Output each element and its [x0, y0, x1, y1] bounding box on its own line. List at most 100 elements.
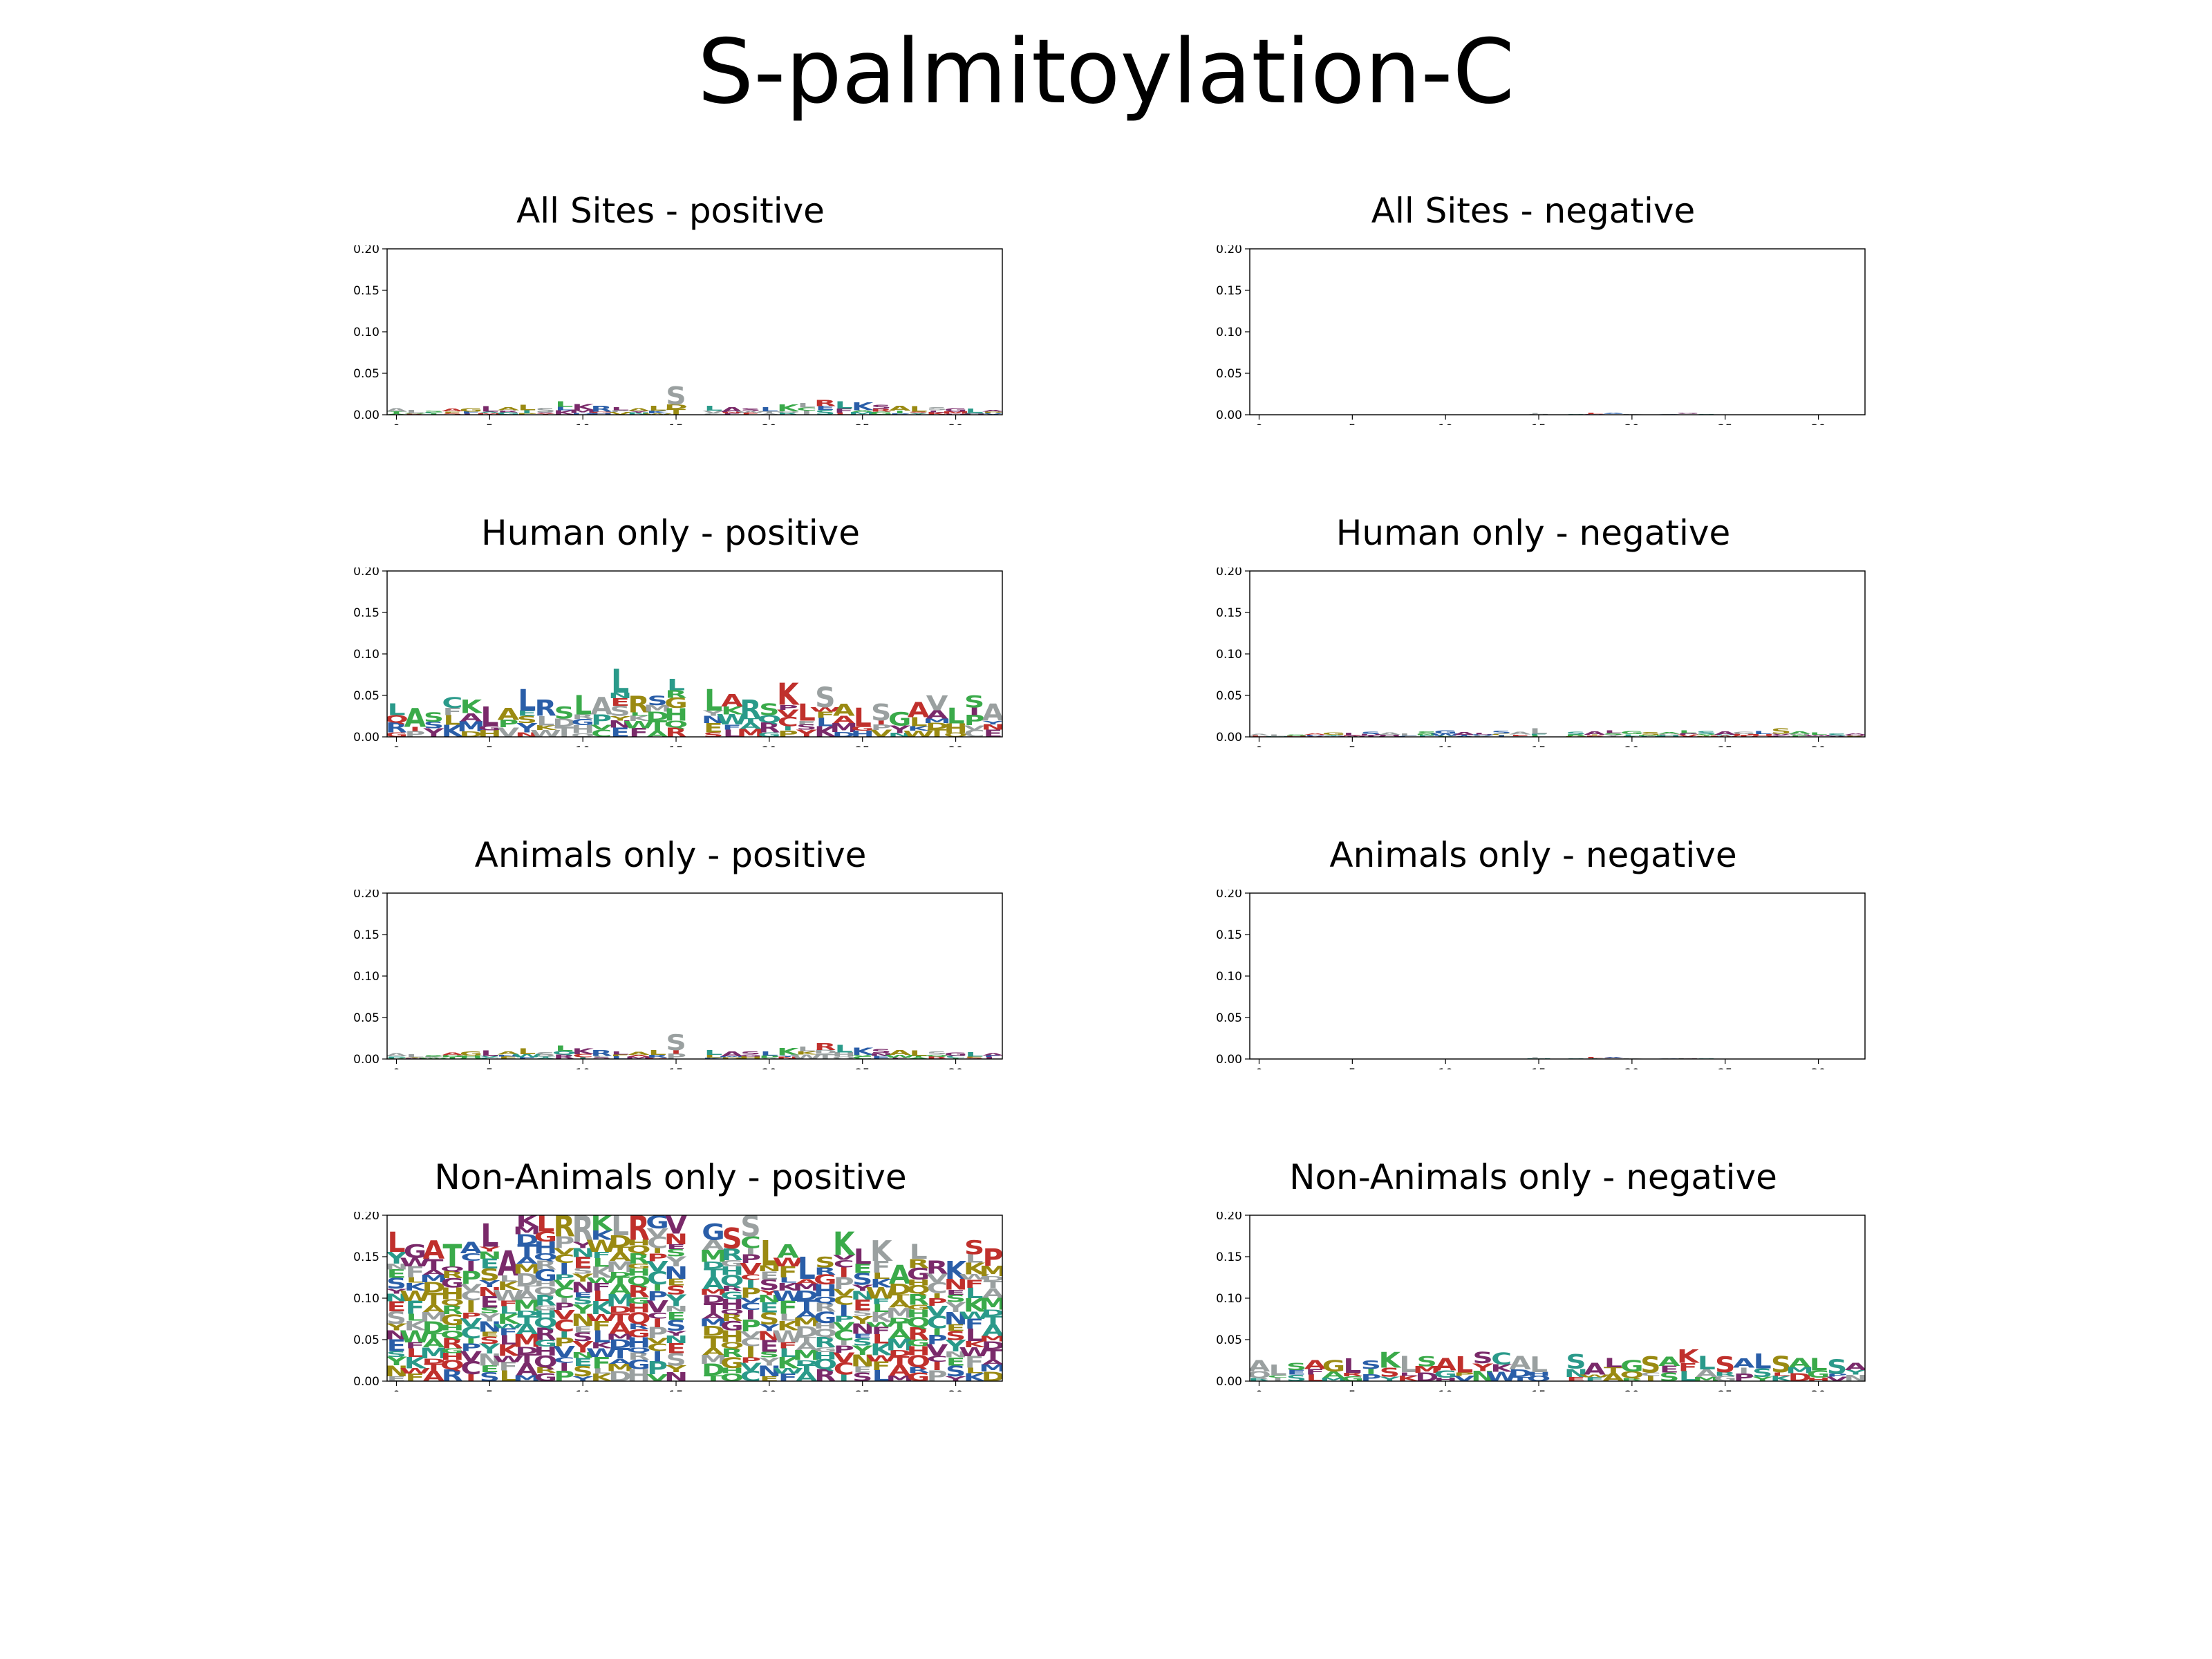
logo-letter: L: [966, 1285, 984, 1302]
logo-column-29: DMA: [1785, 1356, 1814, 1381]
logo-letter: H: [534, 1309, 557, 1321]
logo-letter: A: [1845, 1361, 1867, 1372]
x-tick-label: 20: [762, 1389, 777, 1391]
logo-letter: C: [647, 1234, 668, 1252]
logo-letter: S: [480, 1306, 500, 1315]
logo-letter: D: [515, 1310, 538, 1318]
logo-letter: A: [423, 1304, 445, 1314]
logo-letter: S: [1771, 727, 1791, 735]
logo-letter: N: [515, 731, 538, 738]
logo-column-1: PIA: [404, 703, 427, 737]
logo-letter: C: [554, 1285, 574, 1302]
logo-column-2: SES: [1286, 1361, 1306, 1381]
logo-letter: E: [610, 726, 630, 740]
logo-letter: L: [611, 663, 629, 701]
logo-letter: T: [909, 1056, 928, 1058]
logo-letter: N: [944, 1276, 967, 1293]
logo-letter: M: [513, 1225, 541, 1237]
logo-letter: S: [1286, 734, 1306, 735]
logo-letter: A: [796, 1340, 818, 1353]
logo-column-6: VPA: [497, 704, 519, 737]
logo-letter: A: [516, 1360, 538, 1379]
logo-column-2: YSS: [422, 709, 445, 737]
logo-letter: Y: [665, 1329, 687, 1338]
logo-letter: M: [700, 1317, 728, 1329]
logo-letter: I: [522, 409, 532, 414]
logo-letter: L: [966, 1367, 984, 1375]
logo-letter: Y: [944, 1375, 966, 1383]
y-tick-label: 0.20: [1216, 890, 1242, 901]
logo-column-22: SEA: [1658, 1353, 1680, 1381]
logo-letter: M: [700, 1288, 728, 1297]
logo-letter: R: [442, 1304, 463, 1318]
logo-letter: R: [442, 1366, 463, 1385]
logo-letter: G: [590, 411, 613, 413]
logo-column-25: CVK: [852, 1046, 874, 1059]
logo-letter: Q: [944, 731, 968, 738]
logo-letter: V: [460, 1348, 482, 1365]
y-tick-label: 0.10: [1216, 326, 1242, 339]
logo-letter: G: [441, 1311, 465, 1329]
logo-letter: T: [517, 1241, 537, 1262]
logo-letter: E: [797, 720, 816, 725]
logo-letter: F: [1305, 1368, 1324, 1376]
logo-letter: L: [835, 412, 853, 415]
logo-letter: I: [932, 1292, 942, 1300]
logo-letter: L: [518, 1047, 536, 1056]
logo-column-1: ICL: [1267, 1362, 1288, 1381]
logo-letter: A: [1453, 735, 1475, 737]
logo-column-6: GRA: [497, 406, 521, 415]
logo-letter: A: [1602, 1371, 1624, 1384]
logo-letter: G: [571, 718, 594, 727]
logo-letter: Y: [1844, 1369, 1866, 1376]
logo-letter: S: [759, 1309, 779, 1329]
x-tick-label: 15: [668, 1389, 684, 1391]
logo-column-10: FWG: [1430, 729, 1461, 737]
logo-letter: M: [644, 704, 672, 714]
x-tick-label: 25: [855, 1389, 870, 1391]
logo-letter: A: [609, 1319, 631, 1338]
logo-letter: K: [628, 715, 650, 723]
logo-letter: Q: [440, 1266, 465, 1273]
logo-letter: G: [1732, 731, 1756, 735]
logo-letter: S: [536, 407, 556, 414]
y-tick-label: 0.10: [1216, 648, 1242, 662]
logo-letter: G: [627, 1327, 650, 1340]
logo-letter: G: [1341, 1375, 1365, 1382]
logo-letter: M: [700, 1246, 728, 1266]
logo-letter: P: [460, 1311, 481, 1321]
logo-column-14: GRL: [646, 1049, 669, 1059]
logo-letter: C: [740, 1368, 761, 1385]
logo-letter: Y: [1322, 735, 1344, 737]
logo-letter: T: [536, 1056, 555, 1058]
logo-letter: G: [627, 1296, 650, 1306]
logo-column-15: LFL: [1529, 727, 1548, 737]
logo-letter: L: [798, 402, 816, 409]
logo-letter: E: [760, 1300, 779, 1315]
logo-letter: G: [702, 1219, 725, 1246]
logo-letter: L: [592, 1367, 610, 1376]
logo-letter: H: [907, 1308, 930, 1320]
x-tick-label: 30: [948, 744, 964, 747]
x-tick-label: 10: [1438, 744, 1453, 747]
logo-letter: L: [480, 1049, 498, 1058]
y-tick-label: 0.20: [1216, 1212, 1242, 1223]
x-tick-label: 10: [1438, 422, 1453, 425]
logo-letter: G: [720, 1354, 744, 1371]
logo-letter: R: [814, 1366, 836, 1385]
logo-letter: L: [910, 1049, 928, 1058]
logo-letter: D: [888, 1317, 912, 1324]
logo-letter: S: [424, 410, 444, 413]
logo-letter: C: [1267, 1375, 1288, 1378]
logo-column-29: RQS: [925, 1051, 949, 1059]
logo-letter: E: [480, 1256, 499, 1272]
logo-column-28: ATL: [908, 1049, 930, 1059]
logo-column-25: WKA: [1709, 730, 1741, 737]
logo-letter: L: [1474, 732, 1492, 735]
logo-letter: S: [536, 1051, 556, 1058]
y-tick-label: 0.00: [353, 1375, 379, 1389]
logo-column-5: GRL: [1341, 1355, 1365, 1382]
logo-column-22: WKL: [791, 1045, 822, 1059]
